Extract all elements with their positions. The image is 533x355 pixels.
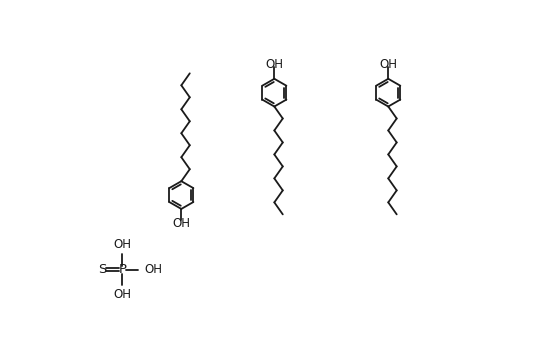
Text: OH: OH [265,58,284,71]
Text: S: S [98,263,107,276]
Text: OH: OH [172,217,190,230]
Text: OH: OH [144,263,162,276]
Text: P: P [118,263,126,276]
Text: OH: OH [379,58,397,71]
Text: OH: OH [114,238,132,251]
Text: OH: OH [114,288,132,301]
